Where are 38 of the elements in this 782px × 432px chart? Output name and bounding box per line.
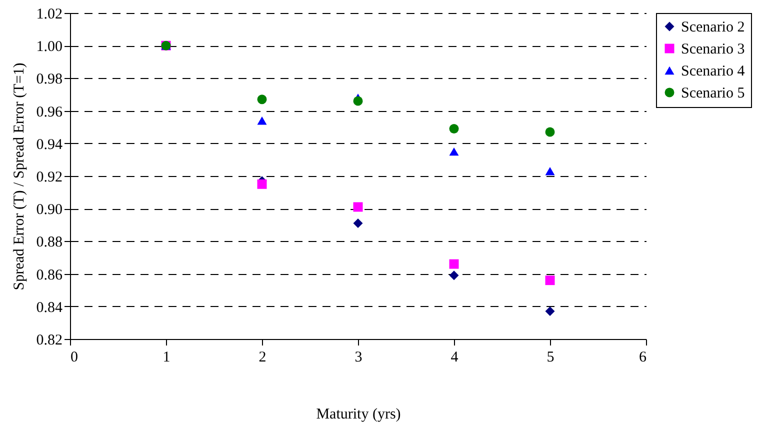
- point: [545, 167, 555, 176]
- point: [353, 96, 363, 106]
- y-tick-label: 1.02: [36, 6, 62, 22]
- legend-label: Scenario 3: [681, 42, 745, 58]
- legend-label: Scenario 4: [681, 64, 746, 80]
- point: [257, 94, 267, 104]
- point: [353, 202, 363, 212]
- point: [545, 127, 555, 137]
- y-tick-label: 0.86: [36, 267, 63, 284]
- x-tick-label: 6: [639, 350, 647, 366]
- y-tick-label: 0.84: [36, 300, 63, 316]
- x-tick-label: 4: [450, 350, 459, 366]
- point: [545, 306, 555, 316]
- point: [545, 276, 555, 286]
- point: [449, 270, 459, 280]
- x-tick-label: 0: [70, 350, 78, 366]
- y-tick-label: 0.96: [36, 104, 63, 120]
- x-tick-label: 1: [162, 350, 170, 366]
- y-tick-label: 0.88: [36, 234, 62, 251]
- x-tick-label: 3: [354, 350, 362, 366]
- y-axis-title: Spread Error (T) / Spread Error (T=1): [11, 62, 28, 290]
- x-axis-title: Maturity (yrs): [316, 406, 401, 422]
- y-tick-label: 1.00: [36, 39, 62, 56]
- point: [353, 218, 363, 228]
- point: [449, 147, 459, 156]
- point: [449, 259, 459, 269]
- point: [257, 179, 267, 189]
- y-tick-label: 0.98: [36, 72, 62, 88]
- y-tick-label: 0.82: [36, 332, 62, 348]
- x-tick-label: 5: [546, 350, 554, 366]
- x-tick-label: 2: [258, 350, 266, 366]
- y-tick-label: 0.90: [36, 202, 62, 218]
- point: [449, 124, 459, 134]
- y-tick-label: 0.92: [36, 170, 62, 186]
- point: [257, 116, 267, 125]
- y-tick-label: 0.94: [36, 136, 63, 153]
- legend-label: Scenario 5: [681, 86, 745, 102]
- legend-label: Scenario 2: [681, 20, 745, 36]
